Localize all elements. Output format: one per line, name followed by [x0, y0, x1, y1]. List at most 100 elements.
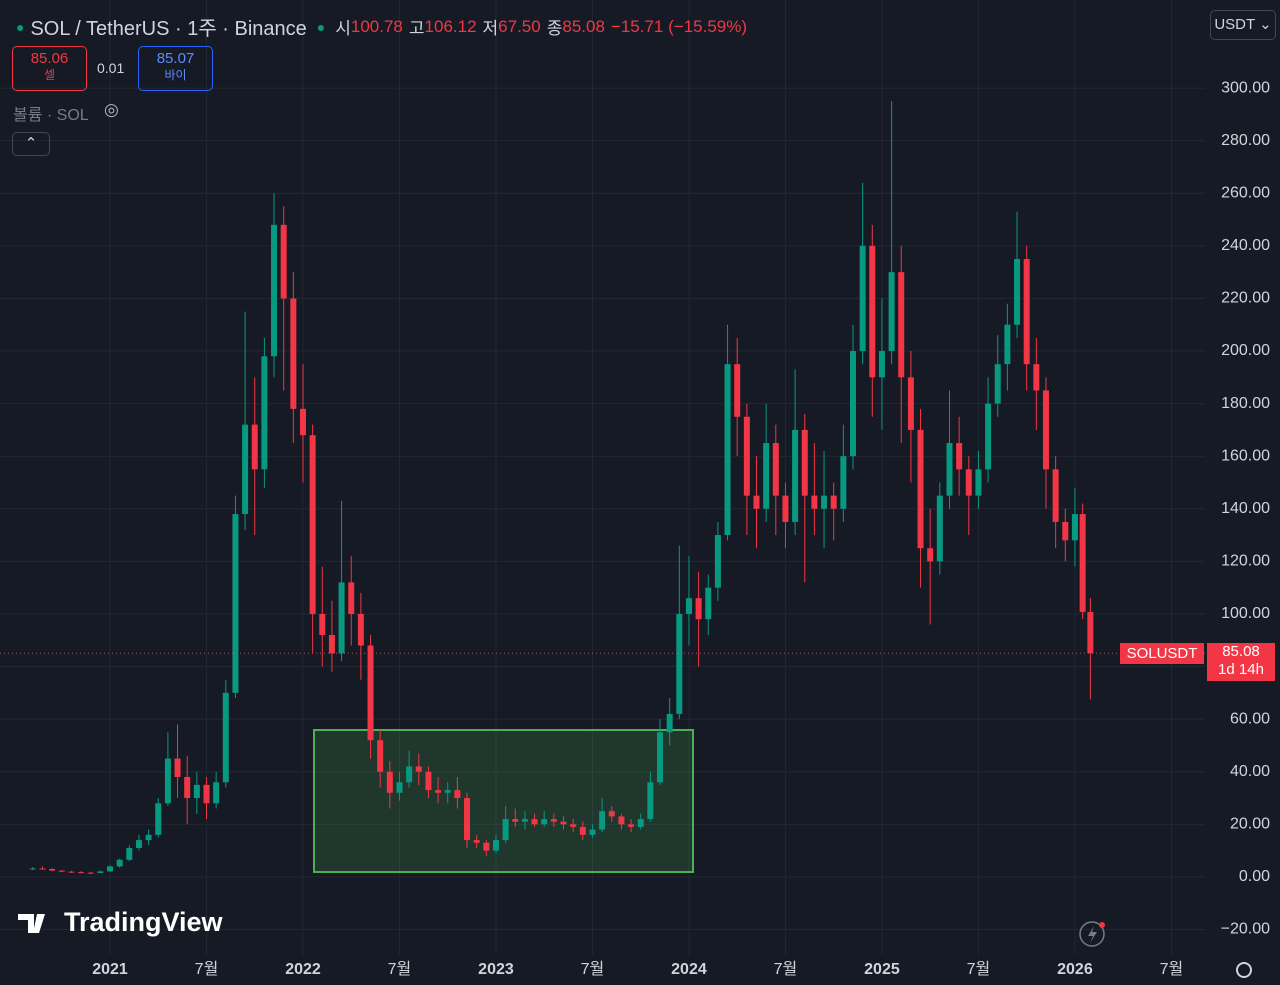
- candle-body: [1004, 324, 1011, 365]
- change: −15.71 (−15.59%): [610, 16, 748, 36]
- candle-body: [1071, 514, 1078, 541]
- candle-body: [657, 732, 664, 783]
- countdown: 1d 14h: [1218, 661, 1264, 679]
- settings-icon[interactable]: [1236, 962, 1252, 978]
- x-tick-label: 2024: [671, 961, 707, 978]
- candle-body: [599, 811, 606, 830]
- candle-body: [87, 872, 94, 874]
- x-tick-label: 2026: [1057, 961, 1093, 978]
- candle-body: [396, 782, 403, 793]
- ohlc-low: 67.50: [498, 16, 541, 36]
- candle-body: [985, 403, 992, 470]
- candle-body: [541, 819, 548, 825]
- candle-body: [647, 782, 654, 820]
- candle-body: [512, 819, 519, 822]
- x-tick-label: 7월: [195, 960, 219, 978]
- candle-body: [560, 821, 567, 825]
- ohlc-open-label: 시: [335, 19, 351, 38]
- candle-body: [869, 245, 876, 378]
- candle-body: [290, 298, 297, 409]
- candle-body: [184, 776, 191, 799]
- candle-body: [1079, 514, 1086, 612]
- y-tick-label: 260.00: [1221, 184, 1270, 201]
- candle-body: [49, 869, 56, 871]
- candle-body: [78, 872, 85, 874]
- highlight-box: [313, 729, 694, 873]
- candle-body: [917, 429, 924, 549]
- candle-body: [956, 443, 963, 470]
- candle-body: [743, 416, 750, 496]
- y-tick-label: 20.00: [1230, 816, 1270, 833]
- candles: [0, 101, 1205, 874]
- candle-body: [251, 424, 258, 470]
- candle-body: [734, 364, 741, 417]
- candle-body: [454, 790, 461, 799]
- y-tick-label: 160.00: [1221, 447, 1270, 464]
- candle-body: [232, 514, 239, 693]
- candle-body: [39, 868, 46, 870]
- candle-body: [753, 495, 760, 509]
- candle-body: [927, 548, 934, 562]
- candle-body: [821, 495, 828, 509]
- candle-body: [811, 495, 818, 509]
- candle-body: [695, 598, 702, 620]
- currency-button[interactable]: USDT ⌄: [1210, 10, 1276, 40]
- candle-body: [58, 870, 65, 872]
- candle-body: [464, 798, 471, 841]
- candle-body: [878, 351, 885, 378]
- candle-body: [29, 868, 36, 870]
- flash-icon[interactable]: [1079, 921, 1105, 947]
- x-tick-label: 2022: [285, 961, 321, 978]
- candle-body: [367, 645, 374, 741]
- candle-body: [531, 819, 538, 825]
- y-tick-label: 300.00: [1221, 79, 1270, 96]
- x-tick-label: 2021: [92, 961, 128, 978]
- candle-body: [377, 740, 384, 772]
- ohlc-low-label: 저: [482, 19, 499, 38]
- buy-price: 85.07: [156, 50, 195, 67]
- candle-body: [1023, 258, 1030, 365]
- brand-logo: [18, 914, 45, 933]
- candle-body: [907, 377, 914, 430]
- x-tick-label: 2025: [864, 961, 900, 978]
- y-tick-label: 180.00: [1221, 395, 1270, 412]
- candle-body: [1042, 390, 1049, 470]
- grid: [0, 0, 1205, 955]
- candle-body: [309, 435, 316, 614]
- candle-body: [579, 826, 586, 835]
- spread: 0.01: [97, 60, 125, 76]
- candle-body: [763, 443, 770, 509]
- candle-body: [685, 598, 692, 614]
- brand: TradingView: [64, 907, 224, 937]
- candle-body: [203, 784, 210, 804]
- candle-body: [135, 840, 142, 848]
- candle-body: [222, 692, 229, 783]
- candle-body: [550, 819, 557, 822]
- x-tick-label: 7월: [388, 960, 412, 978]
- price-tag: 85.08 1d 14h: [1207, 643, 1275, 682]
- candle-body: [782, 495, 789, 522]
- legend: ● SOL / TetherUS · 1주 · Binance ● 시 100.7…: [16, 12, 747, 41]
- candle-body: [193, 784, 200, 799]
- candle-body: [126, 847, 133, 860]
- candle-body: [299, 408, 306, 436]
- candle-body: [618, 816, 625, 825]
- last-price: 85.08: [1222, 643, 1260, 661]
- candle-body: [164, 758, 171, 804]
- candle-body: [473, 840, 480, 843]
- candle-body: [145, 834, 152, 841]
- collapse-button[interactable]: ⌃: [12, 132, 50, 156]
- y-tick-label: 40.00: [1230, 763, 1270, 780]
- sell-price: 85.06: [30, 50, 69, 67]
- hide-icon[interactable]: ◎: [104, 100, 119, 119]
- buy-button[interactable]: 85.07 바이: [138, 46, 213, 91]
- currency: USDT: [1214, 16, 1255, 33]
- y-tick-label: 100.00: [1221, 605, 1270, 622]
- candle-body: [840, 456, 847, 509]
- candle-body: [155, 803, 162, 835]
- candle-body: [705, 587, 712, 620]
- candle-body: [271, 224, 278, 357]
- sell-button[interactable]: 85.06 셀: [12, 46, 87, 91]
